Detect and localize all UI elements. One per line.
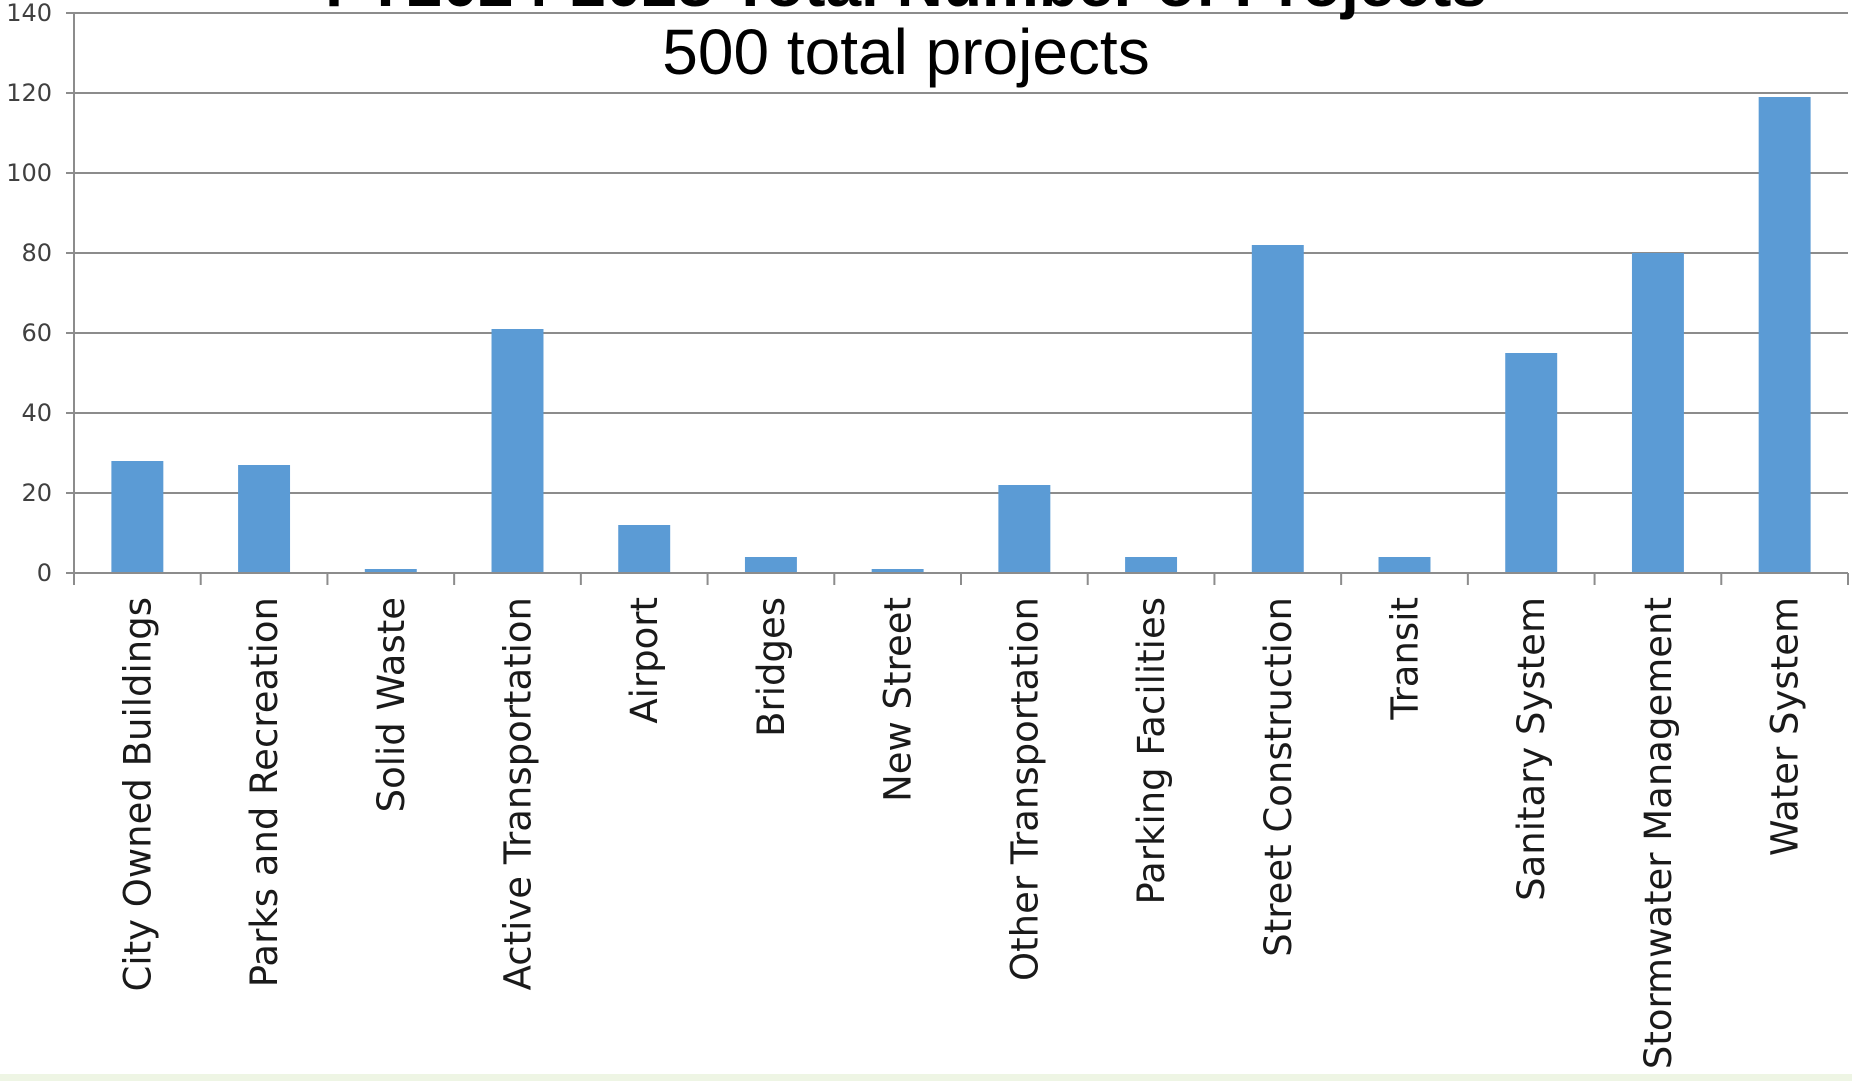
y-tick-label: 0 <box>37 559 52 587</box>
y-tick-label: 20 <box>21 479 52 507</box>
y-tick-label: 140 <box>6 0 52 27</box>
bar <box>871 569 924 573</box>
y-tick-label: 60 <box>21 319 52 347</box>
bar <box>744 557 797 573</box>
x-category-label: Street Construction <box>1257 597 1300 957</box>
x-category-label: Airport <box>623 597 666 724</box>
bar <box>1505 353 1558 573</box>
bar <box>1378 557 1431 573</box>
x-category-label: City Owned Buildings <box>116 597 159 992</box>
x-category-label: Stormwater Management <box>1637 597 1680 1069</box>
bar <box>1631 253 1684 573</box>
x-category-label: Water System <box>1764 597 1807 856</box>
x-category-label: Parking Facilities <box>1130 597 1173 905</box>
axes <box>66 12 1849 585</box>
y-tick-label: 40 <box>21 399 52 427</box>
x-category-label: Solid Waste <box>370 597 413 812</box>
chart-subtitle: 500 total projects <box>662 16 1149 88</box>
gridlines <box>74 12 1848 494</box>
bar <box>364 569 417 573</box>
x-category-label: Other Transportation <box>1003 597 1046 981</box>
bar <box>1125 557 1178 573</box>
y-tick-label: 120 <box>6 79 52 107</box>
x-category-label: Active Transportation <box>497 597 540 990</box>
bar <box>618 525 671 573</box>
y-tick-label: 80 <box>21 239 52 267</box>
x-category-label: Parks and Recreation <box>243 597 286 987</box>
bar <box>998 485 1051 573</box>
bars <box>111 97 1811 573</box>
y-tick-labels: 0 20 40 60 80 100 120 140 <box>6 0 52 587</box>
bar <box>491 329 544 573</box>
x-category-label: New Street <box>877 597 920 802</box>
bar <box>111 461 164 573</box>
x-category-labels: City Owned Buildings Parks and Recreation… <box>116 597 1806 1069</box>
bar <box>238 465 291 573</box>
bar <box>1758 97 1811 573</box>
x-category-label: Sanitary System <box>1510 597 1553 901</box>
chart-title: FY2024-2028 Total Number of Projects <box>325 0 1487 20</box>
bottom-band <box>0 1074 1852 1081</box>
x-category-label: Bridges <box>750 597 793 737</box>
bar <box>1251 245 1304 573</box>
chart-title-block: FY2024-2028 Total Number of Projects 500… <box>325 0 1487 88</box>
y-tick-label: 100 <box>6 159 52 187</box>
x-category-label: Transit <box>1384 597 1427 721</box>
